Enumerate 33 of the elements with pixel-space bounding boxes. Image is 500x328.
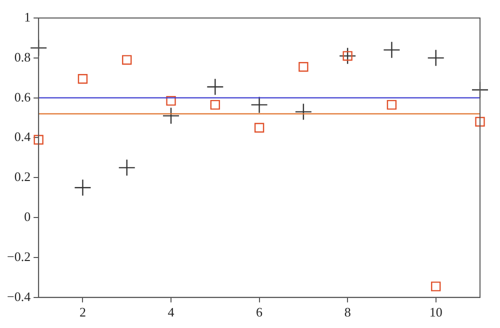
point: [475, 116, 485, 127]
x-tick-label: 8: [344, 304, 351, 320]
point: [210, 100, 220, 110]
point: [254, 122, 264, 133]
y-tick-label: −0.2: [6, 248, 31, 264]
y-tick-label: 0.2: [14, 169, 31, 184]
x-tick-label: 6: [256, 304, 264, 320]
y-tick-label: 0.4: [14, 129, 32, 144]
point: [383, 41, 400, 59]
x-tick-label: 4: [168, 304, 175, 320]
point: [298, 62, 308, 72]
x-tick-label: 10: [429, 304, 442, 320]
point: [74, 179, 92, 196]
point: [166, 96, 176, 106]
point: [342, 51, 352, 61]
y-tick-label: 0: [24, 208, 31, 224]
point: [427, 49, 444, 67]
y-tick-label: 0.8: [14, 49, 31, 64]
y-tick-label: 1: [24, 9, 31, 24]
point: [78, 74, 88, 84]
point: [206, 78, 224, 96]
y-tick-label: −0.4: [6, 288, 32, 304]
point: [118, 159, 136, 176]
point: [122, 55, 132, 65]
point: [250, 96, 268, 114]
y-tick-label: 0.6: [14, 89, 32, 104]
point: [162, 107, 180, 124]
x-tick-label: 2: [79, 304, 86, 320]
point: [338, 47, 356, 65]
point: [431, 282, 441, 292]
point: [386, 100, 397, 110]
point: [34, 134, 44, 145]
point: [294, 103, 312, 120]
